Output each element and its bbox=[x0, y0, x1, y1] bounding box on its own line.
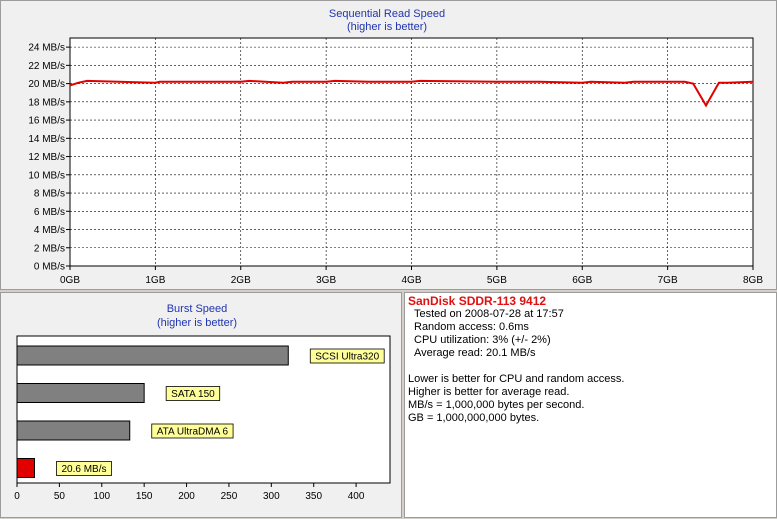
data-point bbox=[718, 81, 720, 84]
burst-speed-panel: Burst Speed (higher is better) 0 50 100 150… bbox=[0, 292, 402, 518]
y-tick-label: 18 MB/s bbox=[28, 97, 65, 108]
x-tick-label: 3GB bbox=[316, 275, 336, 286]
y-tick-label: 4 MB/s bbox=[34, 225, 65, 236]
bar-label-box bbox=[165, 386, 221, 401]
bar-label-text: SCSI Ultra320 bbox=[315, 352, 379, 363]
y-tick-label: 14 MB/s bbox=[28, 134, 65, 145]
bar-label: 20.6 MB/s bbox=[56, 461, 112, 476]
data-point bbox=[581, 81, 584, 84]
info-panel: SanDisk SDDR-113 9412 Tested on 2008-07-… bbox=[404, 292, 777, 518]
data-point bbox=[410, 80, 413, 83]
burst-speed-chart: Burst Speed (higher is better) 0 50 100 150… bbox=[14, 303, 391, 502]
data-point bbox=[77, 81, 80, 84]
x-tick-label: 200 bbox=[178, 491, 195, 502]
x-tick-label: 250 bbox=[221, 491, 238, 502]
x-tick-label: 1GB bbox=[145, 275, 165, 286]
x-tick-label: 150 bbox=[136, 491, 153, 502]
data-point bbox=[69, 84, 71, 87]
y-tick-label: 10 MB/s bbox=[28, 170, 65, 181]
x-tick-label: 100 bbox=[93, 491, 110, 502]
y-tick-label: 6 MB/s bbox=[34, 207, 65, 218]
data-point bbox=[333, 80, 336, 82]
x-tick-label: 8GB bbox=[743, 275, 763, 286]
data-point bbox=[282, 81, 285, 84]
y-tick-label: 12 MB/s bbox=[28, 152, 65, 163]
sequential-read-chart: Sequential Read Speed (higher is better)… bbox=[28, 8, 763, 286]
data-point bbox=[248, 80, 251, 82]
bar-label: ATA UltraDMA 6 bbox=[151, 423, 234, 439]
data-point bbox=[496, 80, 498, 83]
x-tick-label: 0 bbox=[14, 491, 20, 502]
data-point bbox=[239, 80, 242, 83]
y-tick-label: 8 MB/s bbox=[34, 189, 65, 200]
bar-label: SATA 150 bbox=[165, 386, 221, 401]
y-tick-label: 22 MB/s bbox=[28, 61, 65, 72]
x-tick-label: 300 bbox=[263, 491, 280, 502]
data-point bbox=[589, 80, 592, 83]
data-point bbox=[666, 80, 669, 83]
bar-label-box bbox=[309, 348, 385, 364]
data-point bbox=[325, 80, 327, 83]
x-tick-label: 50 bbox=[54, 491, 66, 502]
bar-label-box bbox=[151, 423, 234, 439]
data-point bbox=[368, 80, 370, 83]
bar bbox=[16, 345, 289, 366]
chart-subtitle: (higher is better) bbox=[347, 21, 427, 33]
x-tick-label: 0GB bbox=[60, 275, 80, 286]
data-point bbox=[158, 80, 161, 83]
x-tick-label: 400 bbox=[348, 491, 365, 502]
bar-label-text: SATA 150 bbox=[171, 389, 215, 400]
data-point bbox=[632, 80, 635, 83]
x-tick-label: 5GB bbox=[487, 275, 507, 286]
chart-title: Sequential Read Speed bbox=[329, 8, 445, 20]
tested-date: Tested on 2008-07-28 at 17:57 bbox=[414, 308, 564, 320]
data-point bbox=[86, 80, 88, 82]
bar-label: SCSI Ultra320 bbox=[309, 348, 385, 364]
y-tick-label: 20 MB/s bbox=[28, 79, 65, 90]
data-point bbox=[705, 104, 707, 107]
bar bbox=[16, 420, 131, 441]
note-average: Higher is better for average read. bbox=[408, 386, 570, 398]
data-point bbox=[419, 80, 421, 82]
chart-subtitle: (higher is better) bbox=[157, 317, 237, 329]
cpu-utilization: CPU utilization: 3% (+/- 2%) bbox=[414, 334, 551, 346]
data-point bbox=[683, 80, 686, 83]
bar bbox=[16, 383, 145, 403]
data-point bbox=[154, 81, 157, 84]
sequential-read-panel: Sequential Read Speed (higher is better)… bbox=[0, 0, 777, 290]
x-tick-label: 7GB bbox=[658, 275, 678, 286]
data-point bbox=[692, 82, 695, 85]
chart-title: Burst Speed bbox=[167, 303, 228, 315]
data-point bbox=[752, 80, 754, 83]
bar-label-text: ATA UltraDMA 6 bbox=[157, 427, 229, 438]
x-tick-label: 6GB bbox=[572, 275, 592, 286]
note-cpu: Lower is better for CPU and random acces… bbox=[408, 373, 625, 385]
data-point bbox=[624, 81, 626, 84]
average-read: Average read: 20.1 MB/s bbox=[414, 347, 536, 359]
note-mbs: MB/s = 1,000,000 bytes per second. bbox=[408, 399, 585, 411]
data-point bbox=[291, 80, 293, 83]
x-tick-label: 350 bbox=[305, 491, 322, 502]
device-name: SanDisk SDDR-113 9412 bbox=[408, 294, 547, 308]
y-tick-label: 16 MB/s bbox=[28, 116, 65, 127]
x-tick-label: 4GB bbox=[401, 275, 421, 286]
y-tick-label: 24 MB/s bbox=[28, 43, 65, 54]
x-tick-label: 2GB bbox=[231, 275, 251, 286]
bar-label-text: 20.6 MB/s bbox=[61, 464, 106, 475]
data-point bbox=[538, 80, 541, 83]
note-gb: GB = 1,000,000,000 bytes. bbox=[408, 412, 540, 424]
data-point bbox=[726, 81, 729, 84]
y-tick-label: 2 MB/s bbox=[34, 243, 65, 254]
bar bbox=[16, 458, 35, 478]
bar-label-box bbox=[56, 461, 112, 476]
y-tick-label: 0 MB/s bbox=[34, 262, 65, 273]
random-access: Random access: 0.6ms bbox=[414, 321, 529, 333]
